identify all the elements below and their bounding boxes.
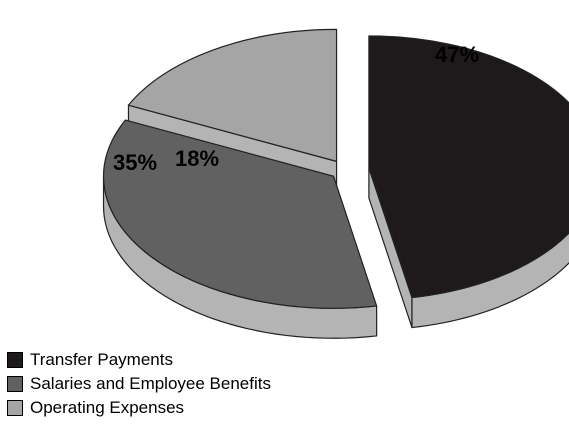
legend-label: Operating Expenses xyxy=(30,398,185,417)
legend-label: Transfer Payments xyxy=(30,350,173,369)
slice-top xyxy=(368,35,569,299)
legend-swatch xyxy=(7,352,23,368)
slice-top xyxy=(127,28,338,162)
pct-label-transfer-payments: 47% xyxy=(435,42,479,67)
legend-item-transfer-payments: Transfer Payments xyxy=(7,348,271,372)
pie-labels: 47% 35% 18% xyxy=(113,42,479,175)
legend-item-operating-expenses: Operating Expenses xyxy=(7,396,271,420)
legend: Transfer Payments Salaries and Employee … xyxy=(7,348,271,420)
pie-slice-transfer-payments xyxy=(368,35,569,329)
pie-slice-salaries-and-employee-benefits xyxy=(102,119,378,339)
slice-top xyxy=(102,119,378,309)
legend-label: Salaries and Employee Benefits xyxy=(30,374,271,393)
pct-label-operating-expenses: 18% xyxy=(175,146,219,171)
legend-swatch xyxy=(7,376,23,392)
pct-label-salaries-and-employee-benefits: 35% xyxy=(113,150,157,175)
legend-item-salaries-and-employee-benefits: Salaries and Employee Benefits xyxy=(7,372,271,396)
pie-slices xyxy=(102,28,569,339)
legend-swatch xyxy=(7,400,23,416)
